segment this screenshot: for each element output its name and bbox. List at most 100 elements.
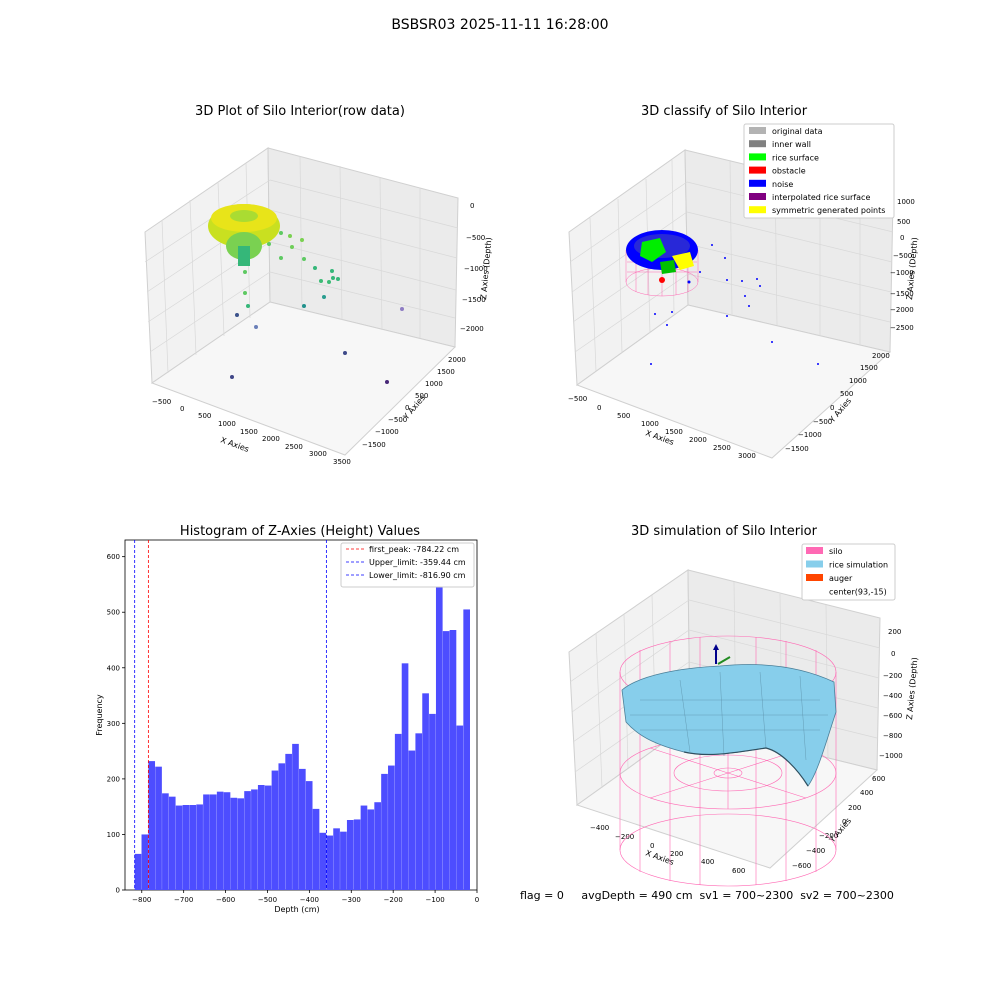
histogram-bar: [388, 765, 395, 890]
histogram-bar: [456, 725, 464, 890]
svg-text:1000: 1000: [425, 380, 443, 388]
histogram-bar: [196, 804, 203, 890]
plot2-title: 3D classify of Silo Interior: [640, 104, 808, 119]
legend-label: noise: [772, 180, 793, 189]
histogram-bar: [429, 713, 436, 890]
plot2-legend: [743, 123, 895, 219]
histogram-bar: [237, 798, 245, 890]
histogram-xtick-label: −100: [425, 896, 444, 904]
histogram-bar: [305, 781, 313, 890]
svg-text:−400: −400: [806, 847, 825, 855]
histogram-ytick-label: 500: [107, 609, 120, 617]
histogram-title: Histogram of Z-Axies (Height) Values: [179, 524, 421, 539]
svg-text:−1000: −1000: [879, 752, 903, 760]
histogram-ytick-label: 200: [107, 775, 120, 783]
svg-text:0: 0: [891, 650, 895, 658]
plot1-zlabel: Z Axies (Depth): [479, 237, 493, 300]
histogram-bar: [189, 805, 197, 890]
svg-text:0: 0: [842, 818, 846, 826]
histogram-bar: [394, 733, 402, 890]
legend-label: obstacle: [772, 167, 806, 176]
plot1-title: 3D Plot of Silo Interior(row data): [195, 104, 405, 119]
histogram-bar: [401, 663, 409, 890]
histogram-bar: [285, 753, 292, 890]
svg-text:−1500: −1500: [462, 296, 486, 304]
svg-text:−400: −400: [590, 824, 609, 832]
svg-text:200: 200: [848, 804, 861, 812]
legend-label: symmetric generated points: [772, 206, 885, 215]
histogram-bar: [367, 809, 375, 890]
histogram-xtick-label: −400: [300, 896, 319, 904]
svg-text:−600: −600: [792, 862, 811, 870]
legend-swatch: [806, 560, 823, 568]
legend-swatch: [749, 153, 766, 161]
svg-text:400: 400: [701, 858, 714, 866]
plot2-classified-cloud: [625, 230, 819, 365]
svg-text:1500: 1500: [860, 364, 878, 372]
histogram-xtick-label: −200: [384, 896, 403, 904]
svg-text:−1500: −1500: [785, 445, 809, 453]
histogram-bar: [244, 791, 251, 890]
plot2-zlabel: Z Axies (Depth): [905, 237, 919, 300]
histogram-xlabel: Depth (cm): [274, 905, 319, 914]
histogram-bar: [155, 766, 162, 890]
svg-text:600: 600: [732, 867, 745, 875]
histogram-bar: [312, 808, 320, 890]
histogram-bar: [435, 558, 443, 890]
svg-text:1000: 1000: [849, 377, 867, 385]
histogram-xtick-label: −800: [132, 896, 151, 904]
histogram-bar: [346, 820, 354, 890]
svg-text:−2000: −2000: [890, 306, 914, 314]
plot4-zlabel: Z Axies (Depth): [905, 657, 919, 720]
histogram-bars: [134, 558, 470, 890]
histogram-bar: [340, 831, 347, 890]
histogram-ytick-label: 0: [116, 887, 120, 895]
legend-swatch: [749, 166, 766, 174]
plot4-rice-surface: [621, 664, 837, 787]
svg-text:−1000: −1000: [890, 269, 914, 277]
histogram-bar: [216, 791, 224, 890]
histogram-ylabel: Frequency: [95, 694, 104, 736]
histogram-ytick-label: 600: [107, 553, 120, 561]
plot4-ylabel: Y Axies: [827, 816, 853, 845]
svg-text:−2000: −2000: [460, 325, 484, 333]
svg-text:0: 0: [597, 404, 601, 412]
histogram-ticks: −800 −700 −600 −500 −400 −300 −200 −100 0 0 100 200…: [107, 553, 480, 904]
svg-text:0: 0: [900, 234, 904, 242]
svg-text:−2500: −2500: [890, 324, 914, 332]
svg-text:1500: 1500: [437, 368, 455, 376]
legend-label: rice surface: [772, 153, 819, 162]
svg-text:2000: 2000: [872, 352, 890, 360]
svg-text:0: 0: [180, 405, 184, 413]
histogram-bar: [148, 761, 156, 890]
legend-label: interpolated rice surface: [772, 193, 870, 202]
histogram-xtick-label: −700: [174, 896, 193, 904]
svg-text:1500: 1500: [665, 428, 683, 436]
histogram-bar: [415, 733, 423, 890]
svg-text:0: 0: [650, 842, 654, 850]
svg-text:−400: −400: [883, 692, 902, 700]
svg-text:−200: −200: [819, 832, 838, 840]
histogram-ytick-label: 400: [107, 664, 120, 672]
histogram-bar: [264, 785, 272, 890]
svg-text:−500: −500: [813, 418, 832, 426]
svg-text:−1500: −1500: [890, 290, 914, 298]
histogram-bar: [422, 693, 429, 890]
svg-text:3000: 3000: [309, 450, 327, 458]
histogram-bar: [203, 794, 210, 890]
svg-text:200: 200: [888, 628, 901, 636]
plot1-axes3d: 0 −500 −1000 −1500 −2000 −500 0 500 1000 1…: [144, 147, 493, 466]
svg-text:2500: 2500: [285, 443, 303, 451]
plot4-legend: [801, 543, 896, 601]
histogram-bar: [408, 750, 416, 890]
histogram-bar: [271, 770, 279, 890]
legend-swatch: [749, 140, 766, 148]
plot4-auger-axes: [713, 644, 731, 665]
svg-text:500: 500: [897, 218, 910, 226]
svg-text:0: 0: [405, 404, 409, 412]
svg-text:2000: 2000: [689, 436, 707, 444]
legend-label: silo: [829, 547, 843, 556]
legend-swatch: [749, 206, 766, 214]
plot2-legend-entries: original data inner wall rice surface obsta…: [749, 127, 885, 215]
